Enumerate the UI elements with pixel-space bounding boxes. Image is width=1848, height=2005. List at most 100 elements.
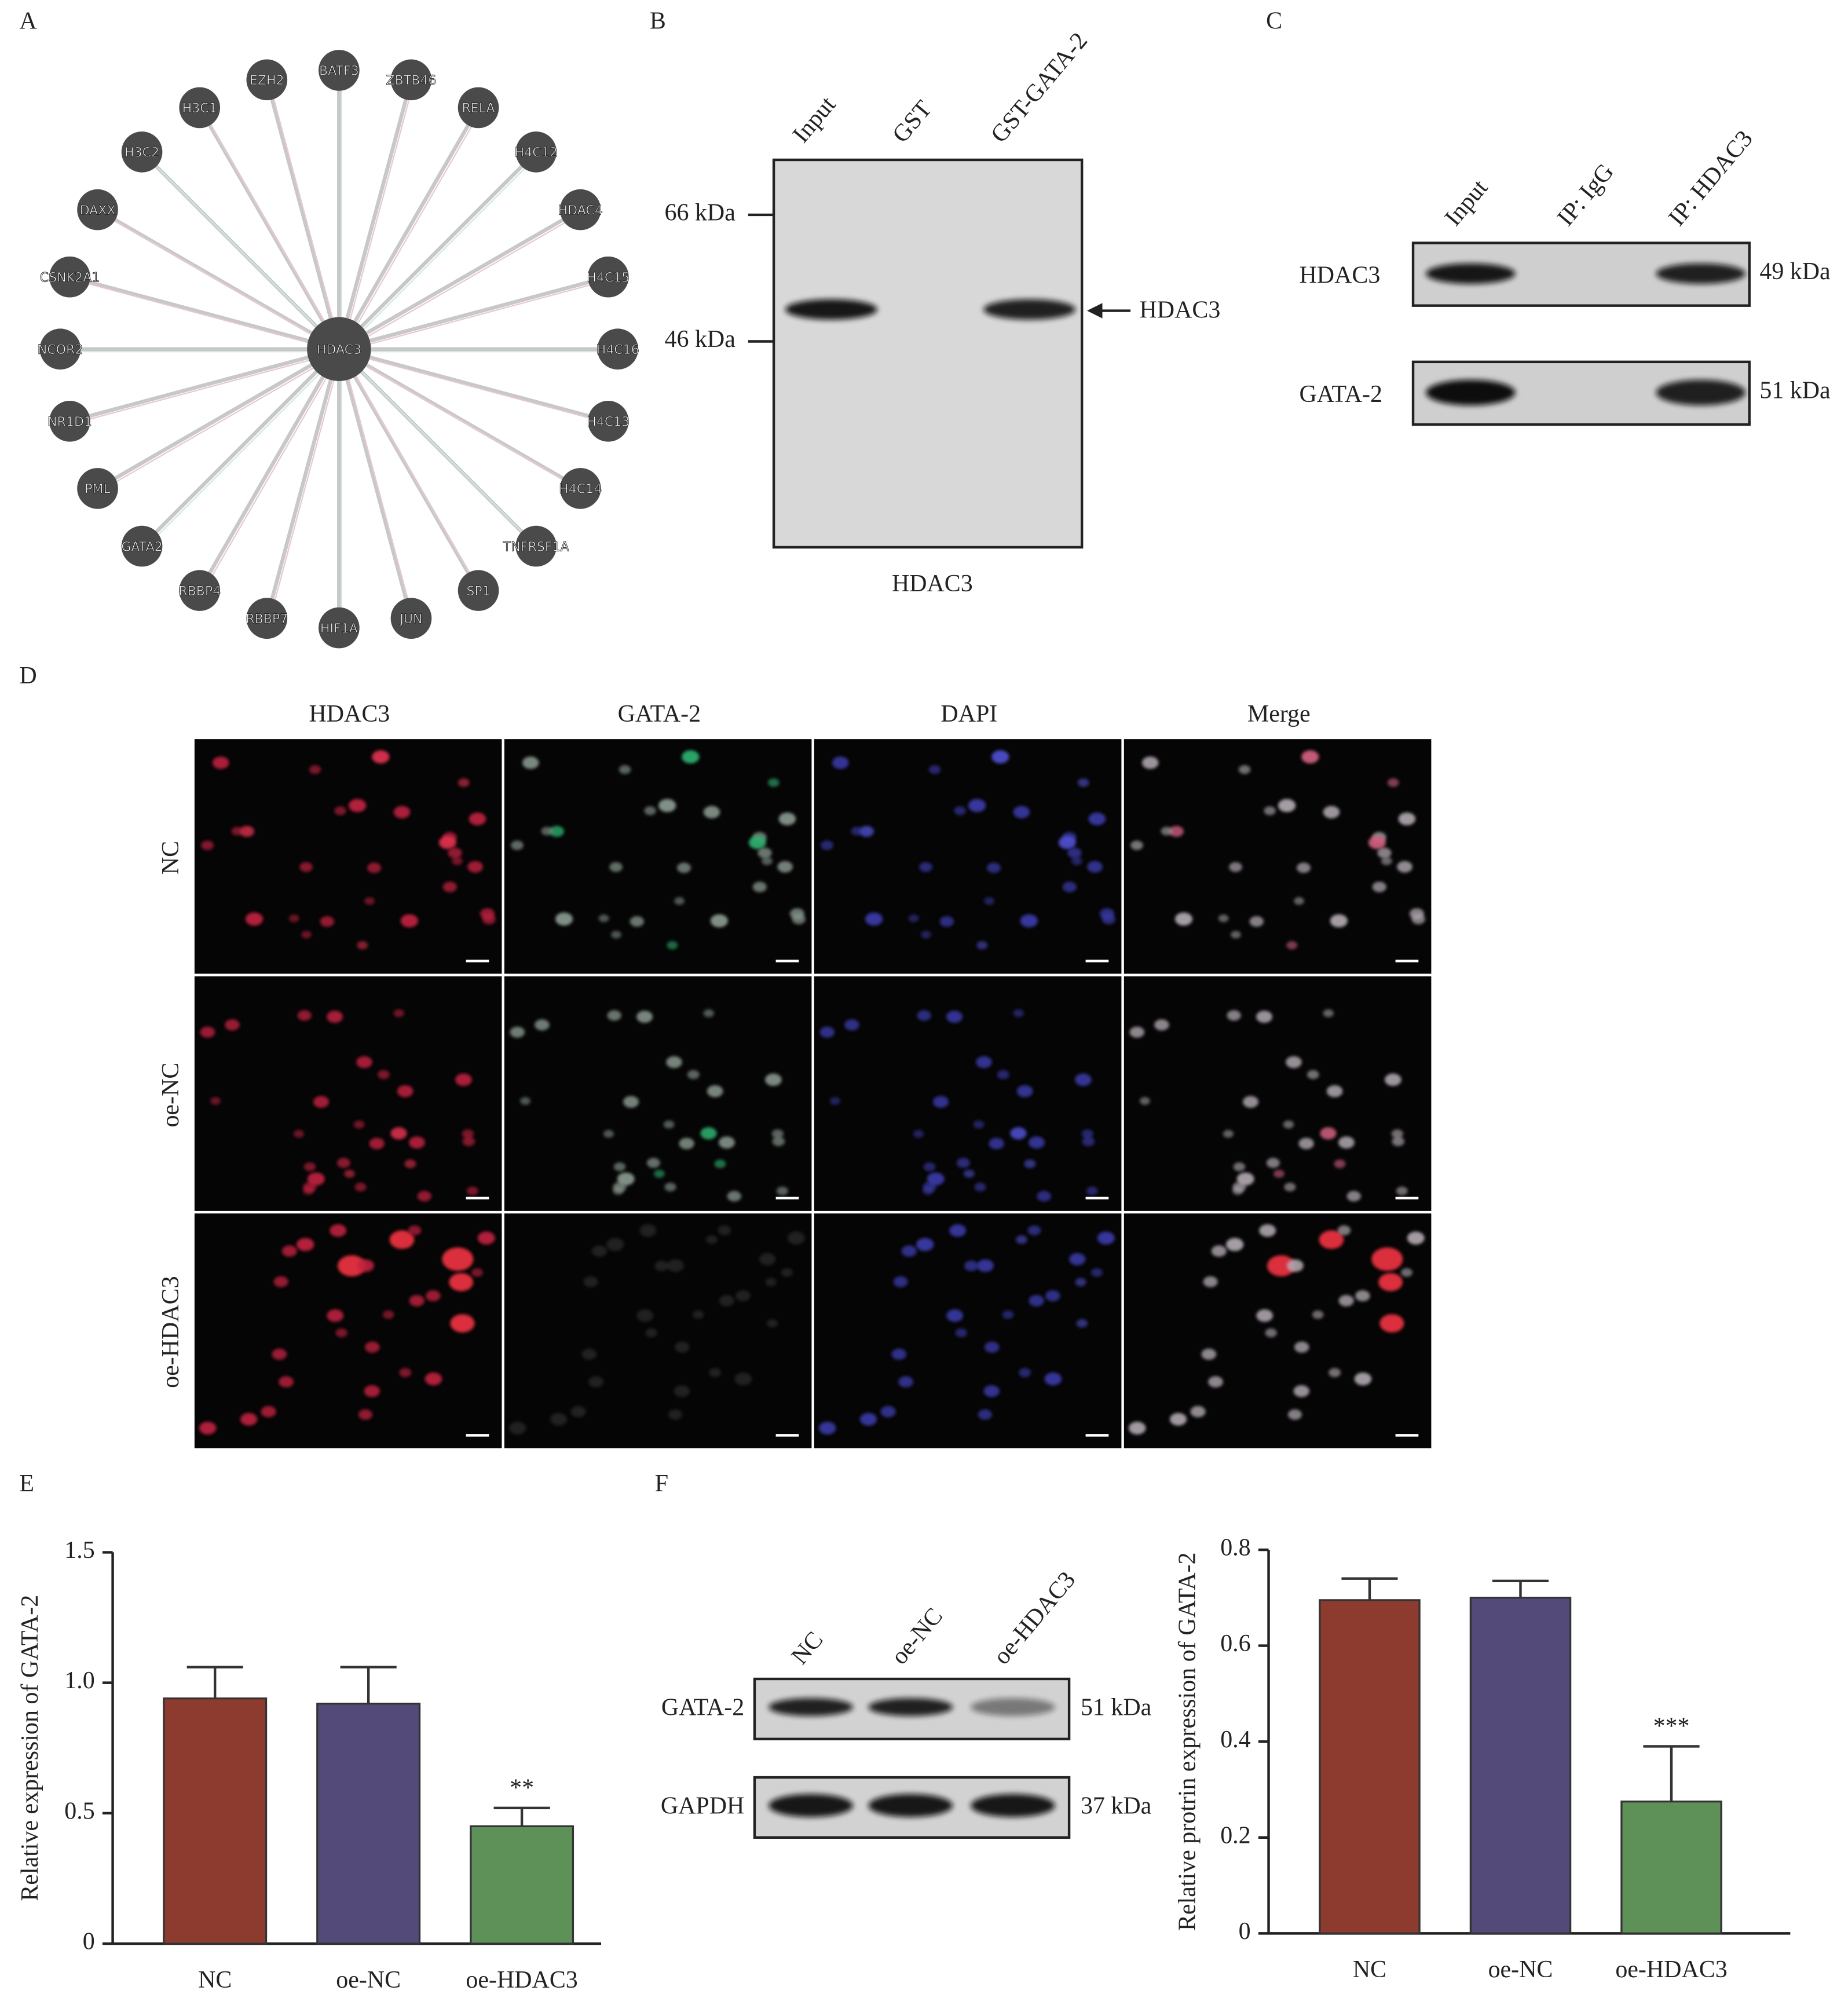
cell	[357, 941, 368, 950]
node	[587, 256, 629, 298]
cell	[674, 1341, 690, 1353]
node-label: EZH2	[250, 74, 284, 88]
cell	[789, 908, 805, 920]
edge	[337, 107, 480, 350]
bar	[163, 1697, 268, 1945]
cell	[976, 1056, 992, 1069]
cell	[399, 1368, 412, 1377]
node	[458, 570, 499, 611]
lane-label: GST-GATA-2	[986, 28, 1093, 148]
cell	[609, 862, 623, 872]
cell	[1379, 1314, 1404, 1333]
cell	[448, 847, 462, 858]
cell	[700, 1127, 717, 1140]
node-label: NCOR2	[38, 343, 83, 357]
cell	[844, 1019, 859, 1031]
cell	[369, 1137, 385, 1150]
node	[597, 328, 639, 370]
panel-label: A	[19, 8, 36, 34]
band	[971, 1698, 1055, 1717]
edge	[96, 347, 341, 491]
cell	[735, 1290, 751, 1302]
cell	[1278, 799, 1296, 813]
cell	[583, 1276, 598, 1287]
cell	[1016, 1235, 1027, 1244]
cell	[1338, 1136, 1355, 1149]
cell	[718, 1136, 735, 1149]
row-label: oe-HDAC3	[158, 1276, 184, 1388]
size-label: 51 kDa	[1759, 377, 1831, 404]
cell	[606, 1238, 624, 1252]
cell	[916, 1238, 934, 1252]
edge	[341, 351, 612, 425]
edge	[144, 351, 342, 550]
cell	[706, 1235, 718, 1244]
lane-label: IP: HDAC3	[1663, 126, 1758, 231]
significance: **	[510, 1775, 534, 1802]
band	[1426, 263, 1516, 284]
cell	[984, 1341, 1000, 1353]
cell	[272, 1348, 287, 1360]
cell	[707, 1085, 723, 1097]
cell	[356, 1056, 372, 1069]
edge	[197, 348, 341, 592]
cell	[462, 1129, 474, 1139]
cell	[508, 1421, 526, 1435]
y-tick-label: 0	[83, 1929, 95, 1955]
edge	[96, 208, 341, 351]
cell	[1256, 1309, 1274, 1322]
cell	[954, 806, 966, 815]
cell	[1378, 1273, 1403, 1291]
cell	[1211, 1245, 1227, 1257]
edge	[341, 154, 539, 352]
lane-label: GST	[887, 96, 937, 148]
cell	[1293, 1385, 1309, 1397]
node	[39, 328, 81, 370]
edge	[140, 347, 341, 548]
cell	[703, 1009, 714, 1018]
node-label: H4C13	[587, 415, 630, 430]
node-label: H3C1	[182, 101, 217, 116]
cell	[758, 847, 772, 858]
node	[77, 189, 118, 230]
cell	[939, 916, 954, 927]
cell	[397, 1085, 413, 1097]
cell	[759, 1253, 776, 1265]
y-tick-label: 0	[1239, 1918, 1251, 1945]
cell	[1077, 778, 1089, 787]
edge	[338, 208, 581, 351]
cell	[1286, 1056, 1302, 1069]
cell	[1016, 1085, 1033, 1097]
node-label: GATA2	[121, 540, 162, 554]
cell	[367, 862, 382, 873]
cell	[654, 1169, 665, 1178]
cell	[917, 1010, 931, 1021]
cell	[449, 1273, 474, 1291]
cell	[908, 914, 919, 923]
cell	[293, 1129, 305, 1138]
cell	[677, 862, 691, 873]
cell	[946, 1011, 963, 1023]
cell	[679, 1137, 694, 1150]
cell	[771, 1129, 784, 1139]
edge	[341, 351, 584, 492]
cell	[1002, 1310, 1014, 1319]
cell	[829, 1097, 840, 1105]
cell	[442, 1247, 474, 1271]
cell	[718, 1225, 731, 1235]
cell	[1236, 1172, 1254, 1186]
cell	[1323, 1009, 1334, 1018]
y-tick-label: 1.5	[64, 1537, 94, 1564]
edge	[265, 348, 341, 619]
panel-label: C	[1266, 8, 1282, 34]
y-tick-label: 0.5	[64, 1798, 94, 1824]
cell	[991, 750, 1009, 764]
row-label: NC	[158, 841, 184, 875]
cell	[510, 1026, 525, 1038]
lane-label: NC	[786, 1627, 829, 1670]
cell	[767, 778, 780, 787]
cell	[787, 1231, 805, 1245]
cell	[303, 1187, 314, 1195]
cell	[357, 1259, 374, 1272]
cell	[674, 1385, 690, 1397]
